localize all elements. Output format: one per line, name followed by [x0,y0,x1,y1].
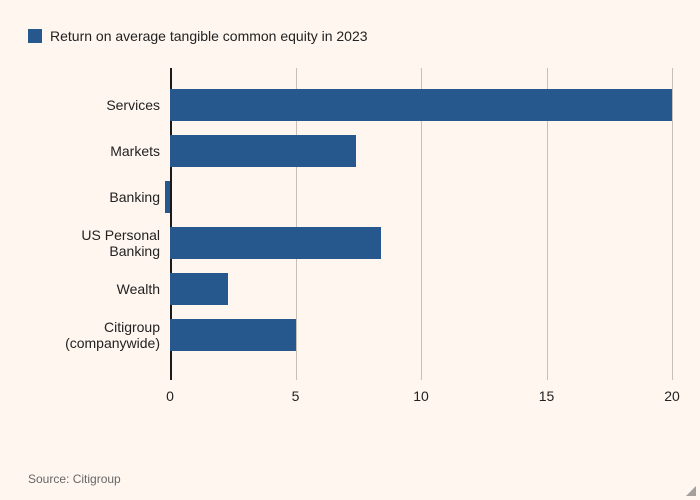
bar [170,135,356,167]
y-tick-label: Wealth [28,281,170,297]
bar-track [170,128,672,174]
chart-row: US Personal Banking [28,220,672,266]
x-tick-label: 0 [166,388,174,404]
legend-label: Return on average tangible common equity… [50,28,368,44]
bar [170,227,381,259]
chart-row: Services [28,82,672,128]
source-text: Source: Citigroup [28,472,121,486]
legend-swatch [28,29,42,43]
x-tick-label: 10 [413,388,429,404]
chart-row: Markets [28,128,672,174]
bar [170,89,672,121]
y-tick-label: Banking [28,189,170,205]
bar-track [170,266,672,312]
gridline [672,68,673,380]
bar-chart: 05101520ServicesMarketsBankingUS Persona… [28,68,672,418]
bar-track [170,174,672,220]
x-tick-label: 15 [539,388,555,404]
chart-row: Banking [28,174,672,220]
y-tick-label: Services [28,97,170,113]
resize-corner-icon [686,486,696,496]
x-tick-label: 20 [664,388,680,404]
y-tick-label: Markets [28,143,170,159]
bar [170,319,296,351]
chart-row: Wealth [28,266,672,312]
y-tick-label: US Personal Banking [28,227,170,259]
bar-track [170,220,672,266]
bar-track [170,312,672,358]
bar [170,273,228,305]
bar [165,181,170,213]
y-tick-label: Citigroup (companywide) [28,319,170,351]
x-tick-label: 5 [292,388,300,404]
legend: Return on average tangible common equity… [28,28,672,44]
chart-row: Citigroup (companywide) [28,312,672,358]
bar-track [170,82,672,128]
